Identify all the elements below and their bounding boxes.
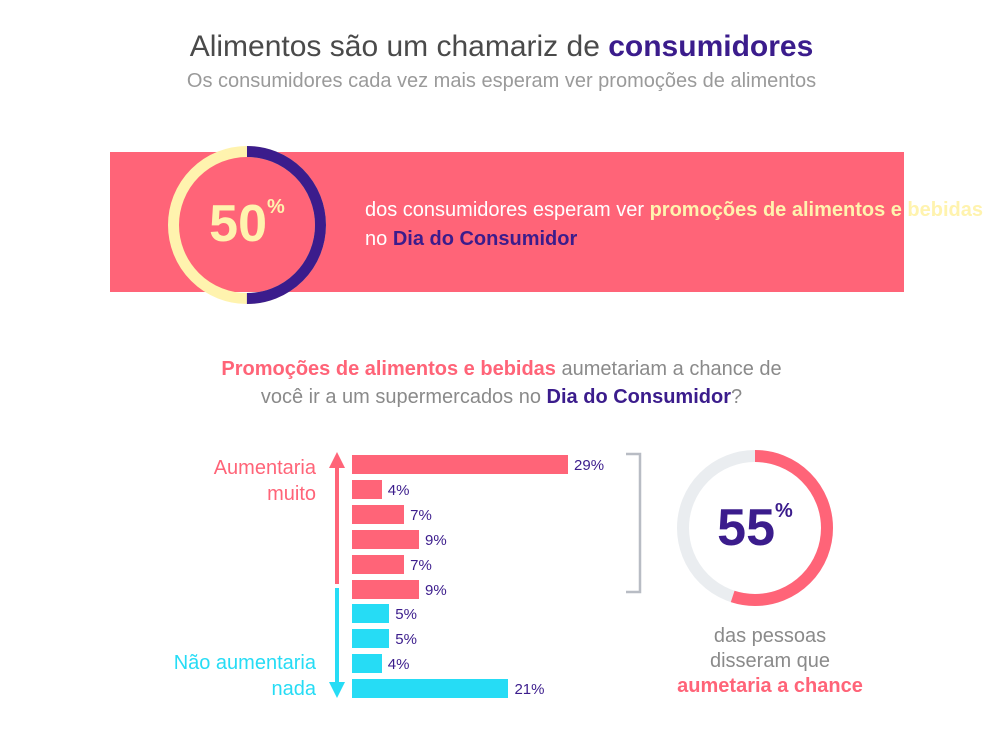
arrow-up-head (329, 452, 345, 468)
ring-55-fill (677, 450, 833, 606)
bar-3 (352, 504, 405, 524)
summary-caption: das pessoas disseram que aumetaria a cha… (650, 624, 890, 699)
bracket-line (626, 452, 642, 594)
bar-label-2: 4% (387, 481, 410, 499)
arrow-down-shaft (335, 588, 339, 684)
question-day: Dia do Consumidor (546, 386, 731, 408)
bar-label-6: 9% (425, 581, 447, 599)
percent-ring-50 (168, 146, 326, 304)
group-bracket (626, 452, 642, 594)
scale-label-bottom: Não aumentaria nada (173, 652, 316, 700)
summary-percent-sign: % (775, 500, 793, 522)
scale-label-top: Aumentaria muito (213, 457, 316, 505)
banner-text: dos consumidores esperam ver promoções d… (365, 196, 1003, 254)
bar-8 (352, 629, 390, 649)
banner-highlight-promo: promoções de alimentos e bebidas (649, 199, 984, 221)
bar-10 (352, 679, 509, 699)
banner-percent-number: 50 (209, 195, 268, 253)
question-text: aumetariam a chance de você ir a um supe… (260, 358, 782, 408)
ring-50-fill (168, 146, 326, 304)
bar-7 (352, 604, 390, 624)
arrow-down-head (329, 682, 345, 698)
page-subtitle: Os consumidores cada vez mais esperam ve… (186, 70, 817, 92)
bar-label-9: 4% (387, 656, 410, 674)
banner-text-part1: dos consumidores esperam ver (365, 199, 650, 221)
bar-4 (352, 529, 420, 549)
banner-percent-sign: % (267, 196, 285, 218)
survey-question: Promoções de alimentos e bebidas aumetar… (0, 355, 1003, 411)
caption-line-2: disseram que (709, 650, 831, 672)
bar-label-10: 21% (514, 681, 545, 699)
page-title: Alimentos são um chamariz de consumidore… (0, 30, 1003, 64)
highlight-banner (110, 152, 904, 292)
percent-ring-55 (677, 450, 833, 606)
bar-6 (352, 579, 420, 599)
summary-percent-number: 55 (717, 499, 776, 557)
banner-text-part2: no (365, 228, 393, 250)
bar-label-8: 5% (395, 631, 417, 649)
banner-percent: 50% (168, 194, 326, 254)
scale-arrow (329, 452, 345, 698)
bar-label-7: 5% (395, 606, 417, 624)
bar-1 (352, 455, 569, 474)
caption-bold: aumetaria a chance (677, 675, 863, 697)
summary-percent: 55% (677, 498, 833, 558)
arrow-up-shaft (335, 466, 339, 584)
bar-label-4: 9% (425, 531, 447, 549)
caption-line-1: das pessoas (713, 625, 827, 647)
bar-2 (352, 479, 382, 499)
title-bold: consumidores (608, 30, 814, 63)
title-plain: Alimentos são um chamariz de (189, 30, 609, 63)
bar-9 (352, 654, 382, 674)
bar-label-1: 29% (574, 457, 605, 474)
bar-label-5: 7% (410, 556, 432, 574)
question-highlight: Promoções de alimentos e bebidas (221, 358, 556, 380)
banner-highlight-day: Dia do Consumidor (392, 228, 578, 250)
question-mark: ? (731, 386, 743, 408)
bar-5 (352, 554, 405, 574)
bar-label-3: 7% (410, 506, 432, 524)
